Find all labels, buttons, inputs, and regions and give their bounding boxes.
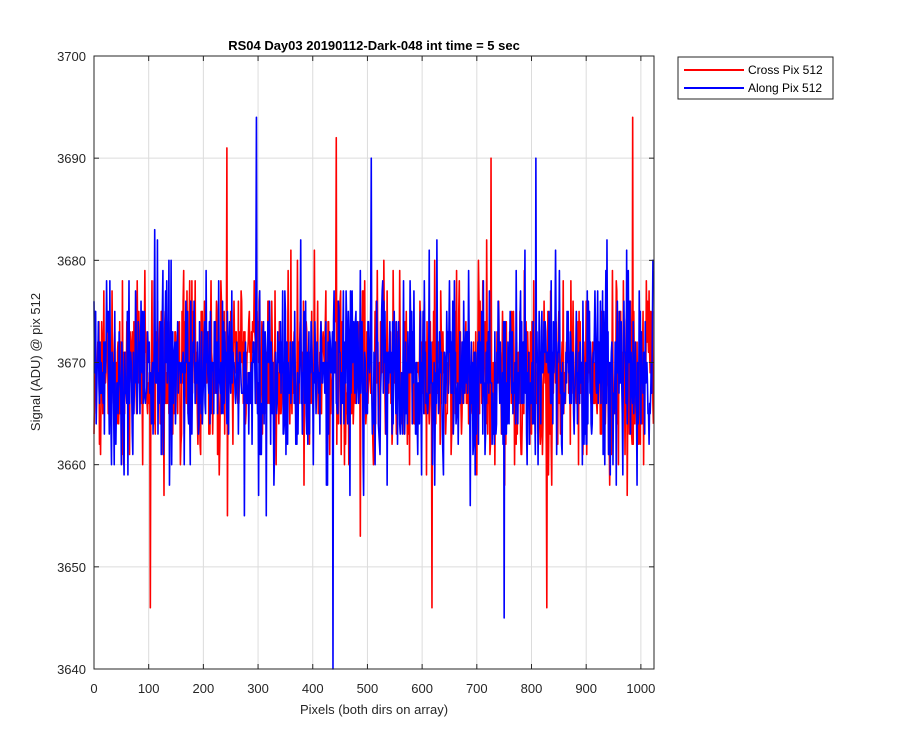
- legend: Cross Pix 512 Along Pix 512: [677, 56, 834, 100]
- chart-title: RS04 Day03 20190112-Dark-048 int time = …: [228, 38, 520, 53]
- x-tick-label: 800: [521, 681, 543, 696]
- series-line-along-pix-512: [93, 116, 655, 670]
- legend-label-cross: Cross Pix 512: [748, 63, 823, 77]
- legend-box: [677, 56, 834, 100]
- y-tick-label: 3660: [57, 458, 86, 473]
- tick-marks: 0 100 200 300 400 500 600 700 800 900 1000 3640 3650…: [57, 49, 655, 696]
- x-tick-label: 500: [357, 681, 379, 696]
- x-tick-label: 200: [193, 681, 215, 696]
- legend-label-along: Along Pix 512: [748, 81, 822, 95]
- x-tick-label: 600: [411, 681, 433, 696]
- x-tick-label: 700: [466, 681, 488, 696]
- series-layer: [93, 116, 655, 670]
- x-tick-label: 100: [138, 681, 160, 696]
- x-tick-label: 900: [575, 681, 597, 696]
- y-tick-label: 3670: [57, 356, 86, 371]
- x-tick-label: 1000: [626, 681, 655, 696]
- y-tick-label: 3690: [57, 151, 86, 166]
- y-tick-label: 3640: [57, 662, 86, 677]
- y-axis-label: Signal (ADU) @ pix 512: [28, 293, 43, 431]
- y-tick-label: 3700: [57, 49, 86, 64]
- x-tick-label: 400: [302, 681, 324, 696]
- x-axis-label: Pixels (both dirs on array): [300, 702, 448, 717]
- x-tick-label: 300: [247, 681, 269, 696]
- y-tick-label: 3650: [57, 560, 86, 575]
- y-tick-label: 3680: [57, 253, 86, 268]
- x-tick-label: 0: [90, 681, 97, 696]
